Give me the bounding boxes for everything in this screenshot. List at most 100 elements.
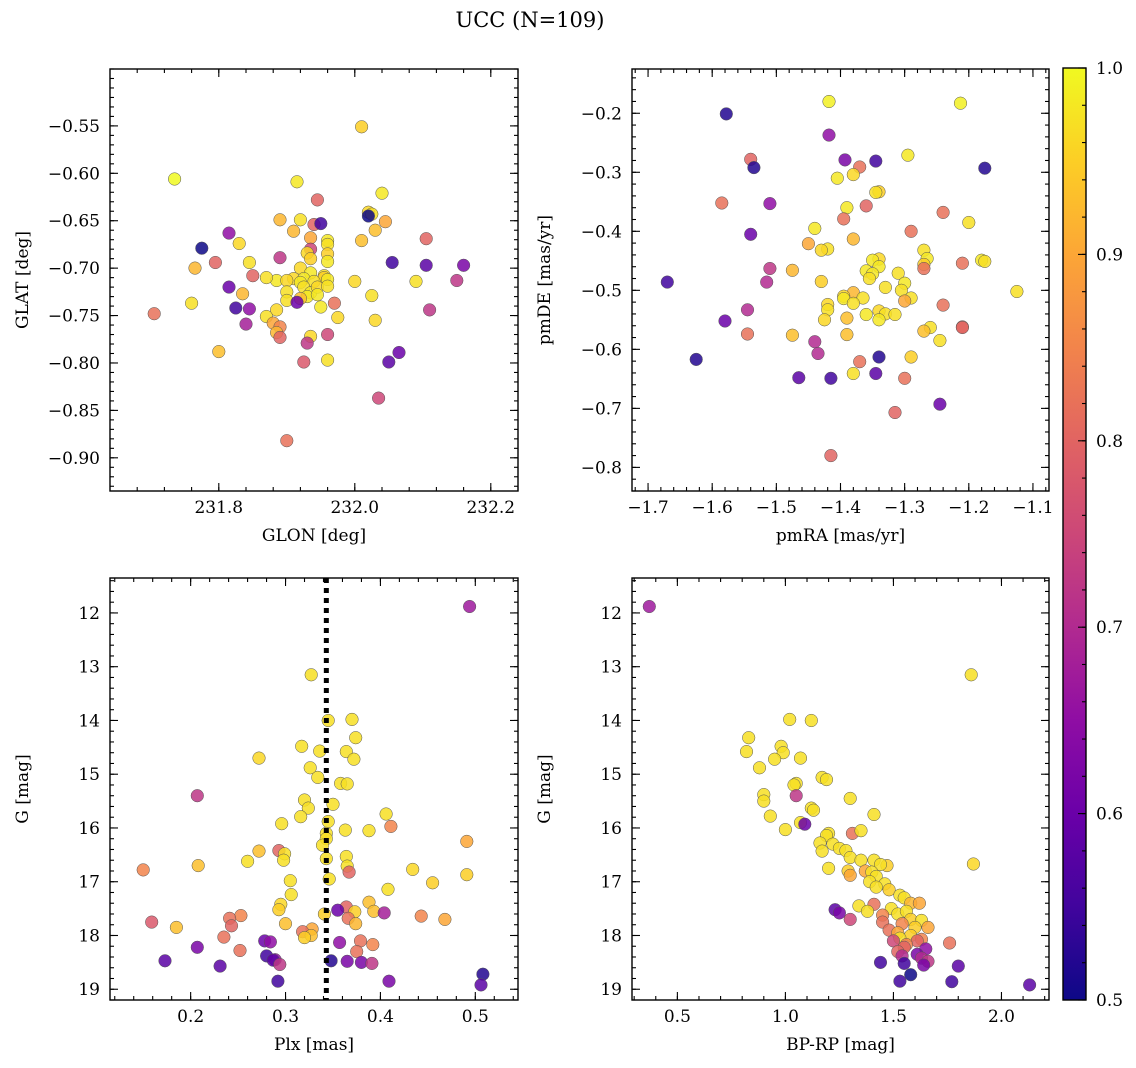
y-tick-label: −0.65	[48, 212, 100, 232]
data-point	[817, 313, 832, 327]
data-point	[355, 120, 369, 134]
data-point	[1010, 284, 1024, 299]
x-tick-label: 1.0	[772, 1007, 799, 1027]
data-point	[450, 273, 464, 288]
data-point	[793, 751, 808, 765]
data-point	[763, 809, 777, 823]
colorbar-tick-label: 0.9	[1096, 245, 1123, 265]
data-point	[365, 289, 379, 303]
data-point	[368, 223, 382, 237]
data-point	[945, 975, 959, 989]
axes-frame	[109, 68, 519, 492]
data-point	[843, 850, 857, 865]
data-point	[304, 668, 318, 682]
data-point	[757, 794, 771, 808]
axes-frame	[631, 577, 1050, 1001]
data-point	[1023, 978, 1037, 992]
data-point	[241, 854, 255, 868]
data-point	[778, 823, 792, 837]
points-color-g	[642, 599, 1037, 992]
data-point	[897, 956, 911, 970]
data-point	[888, 405, 902, 420]
data-point	[846, 232, 860, 246]
data-point	[190, 789, 204, 803]
data-point	[814, 243, 828, 257]
y-tick-label: −0.55	[48, 117, 100, 137]
data-point	[718, 314, 732, 328]
data-point	[785, 328, 799, 342]
data-point	[385, 255, 399, 270]
data-point	[222, 280, 236, 294]
data-point	[869, 880, 883, 894]
data-point	[888, 307, 902, 322]
data-point	[955, 320, 969, 335]
y-tick-label: 17	[600, 873, 622, 893]
data-point	[338, 823, 352, 837]
data-point	[962, 215, 976, 230]
data-point	[233, 943, 247, 958]
data-point	[297, 931, 312, 945]
data-point	[955, 256, 969, 270]
data-point	[843, 868, 857, 882]
data-point	[314, 300, 328, 314]
data-point	[869, 366, 883, 381]
data-point	[419, 258, 433, 272]
data-point	[300, 336, 314, 350]
y-tick-label: 15	[600, 765, 622, 785]
data-point	[872, 313, 886, 327]
data-point	[297, 355, 311, 369]
data-point	[326, 797, 340, 811]
data-point	[882, 883, 896, 897]
data-point	[438, 912, 452, 926]
data-point	[263, 935, 277, 949]
data-point	[169, 920, 183, 934]
data-point	[340, 777, 354, 791]
data-point	[904, 350, 918, 364]
data-point	[867, 807, 881, 822]
x-tick-label: −1.7	[627, 498, 668, 518]
y-axis-label: G [mag]	[535, 754, 555, 823]
points-plx-g	[136, 599, 490, 992]
data-point	[689, 352, 703, 366]
data-point	[382, 355, 396, 369]
axes-frame	[109, 577, 519, 1001]
data-point	[719, 107, 733, 121]
data-point	[846, 168, 860, 182]
data-point	[878, 280, 892, 294]
data-point	[840, 328, 854, 342]
data-point	[368, 313, 382, 327]
data-point	[362, 824, 376, 838]
data-point	[188, 261, 202, 275]
y-tick-label: 16	[600, 819, 622, 839]
y-axis-label: G [mag]	[13, 754, 33, 823]
y-tick-label: 18	[600, 926, 622, 946]
data-point	[365, 956, 379, 970]
data-point	[933, 397, 947, 411]
y-tick-label: 19	[78, 980, 100, 1000]
data-point	[271, 974, 285, 988]
data-point	[846, 366, 860, 381]
data-point	[283, 874, 297, 888]
data-point	[310, 288, 324, 302]
data-point	[978, 254, 992, 268]
data-point	[787, 778, 801, 792]
data-point	[859, 307, 873, 322]
x-tick-label: −1.2	[948, 498, 989, 518]
points-glon-glat	[147, 120, 471, 448]
data-point	[304, 252, 318, 266]
axes-frame	[631, 68, 1050, 492]
data-point	[147, 307, 161, 321]
data-point	[314, 217, 328, 231]
data-point	[224, 919, 239, 933]
data-point	[252, 751, 266, 765]
data-point	[272, 903, 286, 917]
data-point	[964, 668, 978, 682]
x-tick-label: −1.4	[820, 498, 861, 518]
y-tick-label: −0.90	[48, 449, 100, 469]
colorbar-fill	[1063, 68, 1086, 1000]
y-tick-label: −0.80	[48, 354, 100, 374]
x-tick-label: 231.8	[194, 498, 243, 518]
data-point	[304, 231, 318, 245]
data-point	[921, 920, 935, 934]
data-point	[898, 294, 912, 308]
